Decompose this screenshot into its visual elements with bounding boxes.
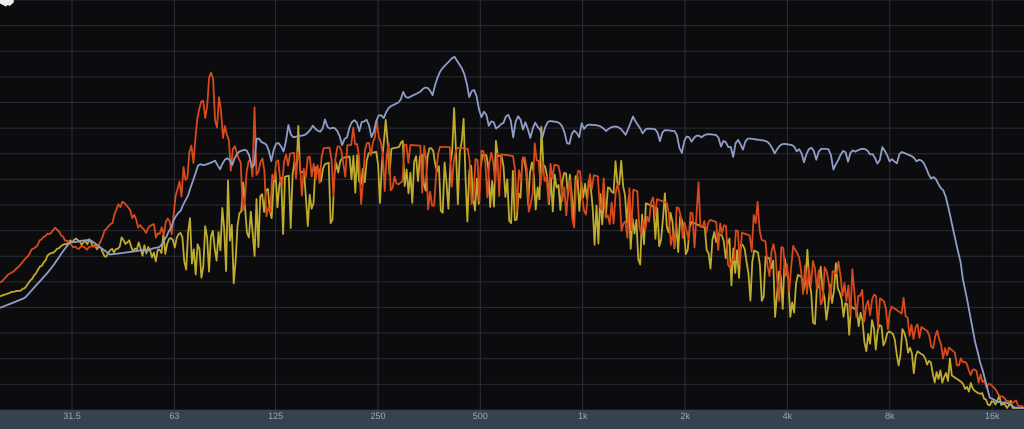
- svg-text:500: 500: [473, 411, 488, 421]
- svg-text:125: 125: [268, 411, 283, 421]
- svg-text:8k: 8k: [885, 411, 895, 421]
- svg-text:2k: 2k: [680, 411, 690, 421]
- svg-text:16k: 16k: [985, 411, 1000, 421]
- svg-text:250: 250: [370, 411, 385, 421]
- svg-text:1k: 1k: [578, 411, 588, 421]
- svg-text:31.5: 31.5: [63, 411, 81, 421]
- svg-text:4k: 4k: [783, 411, 793, 421]
- svg-text:63: 63: [169, 411, 179, 421]
